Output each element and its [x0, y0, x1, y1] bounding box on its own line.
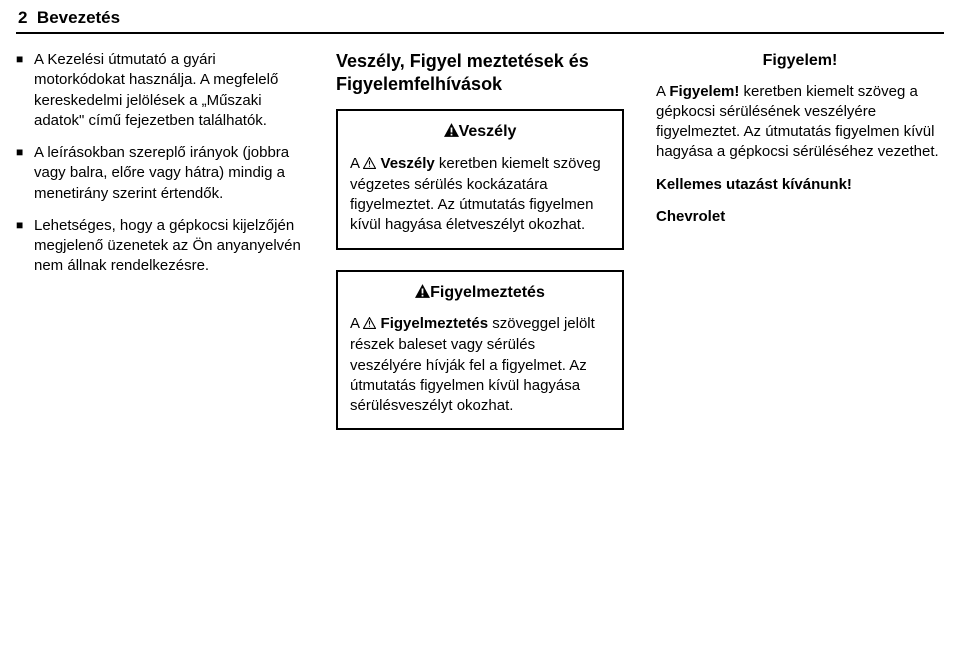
attention-word: Figyelem!	[669, 83, 739, 100]
bullet-list: A Kezelési útmutató a gyári motorkódokat…	[16, 50, 304, 277]
list-item-text: A leírásokban szereplő irányok (jobbra v…	[34, 144, 289, 202]
text: A	[350, 315, 363, 332]
danger-word: Veszély	[381, 155, 435, 172]
columns: A Kezelési útmutató a gyári motorkódokat…	[16, 50, 944, 450]
column-3: Figyelem! A Figyelem! keretben kiemelt s…	[656, 50, 944, 450]
warning-label: Figyelmeztetés	[430, 284, 545, 301]
column-1: A Kezelési útmutató a gyári motorkódokat…	[16, 50, 304, 450]
danger-box-title: Veszély	[350, 121, 610, 144]
page: 2 Bevezetés A Kezelési útmutató a gyári …	[0, 0, 960, 659]
text: A	[656, 83, 669, 100]
section-title: Veszély, Figyel meztetések és Figyelemfe…	[336, 50, 624, 95]
warning-box: Figyelmeztetés A Figyelmeztetés szövegge…	[336, 270, 624, 431]
header-rule	[16, 32, 944, 34]
warning-word: Figyelmeztetés	[381, 315, 489, 332]
danger-label: Veszély	[459, 123, 517, 140]
section-name: Bevezetés	[37, 8, 120, 27]
warning-triangle-filled-icon	[415, 283, 430, 305]
danger-box-body: A Veszély keretben kiemelt szöveg végzet…	[350, 154, 610, 236]
brand: Chevrolet	[656, 207, 944, 227]
list-item: Lehetséges, hogy a gépkocsi kijelzőjén m…	[16, 216, 304, 277]
warning-triangle-filled-icon	[444, 122, 459, 144]
page-header: 2 Bevezetés	[16, 8, 944, 28]
warning-box-title: Figyelmeztetés	[350, 282, 610, 305]
text: A	[350, 155, 363, 172]
attention-paragraph: A Figyelem! keretben kiemelt szöveg a gé…	[656, 82, 944, 163]
danger-box: Veszély A Veszély keretben kiemelt szöve…	[336, 109, 624, 250]
warning-triangle-outline-icon	[363, 315, 376, 335]
signoff: Kellemes utazást kívánunk!	[656, 175, 944, 195]
attention-heading: Figyelem!	[656, 50, 944, 72]
list-item-text: A Kezelési útmutató a gyári motorkódokat…	[34, 51, 278, 129]
warning-box-body: A Figyelmeztetés szöveggel jelölt részek…	[350, 314, 610, 416]
list-item-text: Lehetséges, hogy a gépkocsi kijelzőjén m…	[34, 217, 301, 275]
list-item: A Kezelési útmutató a gyári motorkódokat…	[16, 50, 304, 131]
column-2: Veszély, Figyel meztetések és Figyelemfe…	[336, 50, 624, 450]
page-number: 2	[18, 8, 27, 27]
list-item: A leírásokban szereplő irányok (jobbra v…	[16, 143, 304, 204]
warning-triangle-outline-icon	[363, 155, 376, 175]
